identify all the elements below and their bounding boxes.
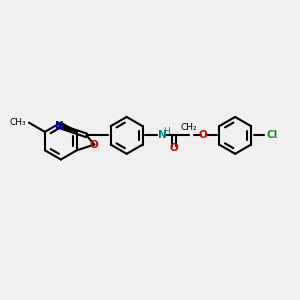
Text: H: H: [164, 127, 170, 136]
Text: O: O: [198, 130, 207, 140]
Text: Cl: Cl: [266, 130, 277, 140]
Text: N: N: [55, 121, 64, 131]
Text: O: O: [90, 140, 99, 150]
Text: CH₃: CH₃: [9, 118, 26, 127]
Text: O: O: [170, 143, 178, 154]
Text: N: N: [158, 130, 167, 140]
Text: CH₂: CH₂: [181, 122, 197, 131]
